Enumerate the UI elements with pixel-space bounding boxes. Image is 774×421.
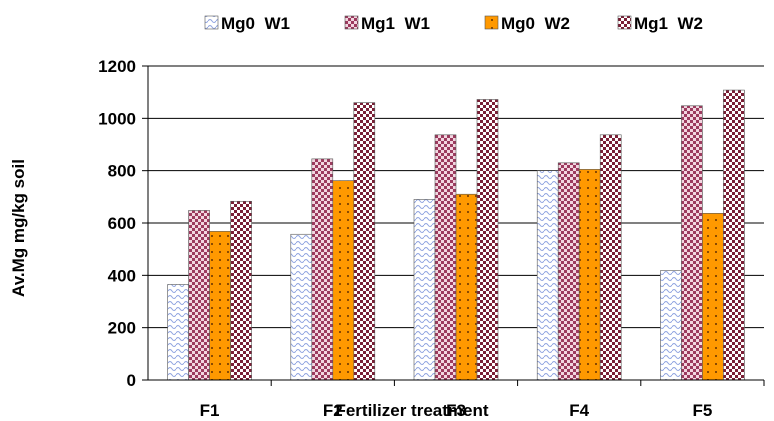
bars [167, 89, 745, 381]
bar [311, 158, 334, 381]
x-tick-label: F5 [692, 401, 712, 420]
legend-swatch [204, 15, 219, 30]
y-tick-label: 200 [108, 319, 136, 338]
bar [353, 102, 376, 381]
y-tick-labels: 0 200 400 600 800 1000 1200 [98, 57, 136, 390]
x-tick-labels: F1 F2 F3 F4 F5 [200, 401, 713, 420]
bar [230, 200, 252, 381]
y-tick-label: 800 [108, 162, 136, 181]
bar [455, 193, 478, 381]
x-tick-label: F4 [569, 401, 589, 420]
bar [476, 99, 499, 381]
legend-label: Mg0 W2 [501, 14, 570, 33]
bar [681, 105, 703, 381]
legend-swatch [617, 15, 632, 30]
bar [332, 180, 355, 381]
bar [209, 231, 231, 381]
y-tick-label: 400 [108, 266, 136, 285]
axes [147, 66, 765, 386]
bar [660, 270, 682, 381]
bar [557, 162, 580, 381]
bar [702, 213, 724, 381]
legend-label: Mg0 W1 [221, 14, 290, 33]
legend-label: Mg1 W1 [361, 14, 430, 33]
x-tick-label: F2 [323, 401, 343, 420]
bar [578, 169, 601, 381]
y-tick-label: 1200 [98, 57, 136, 76]
legend-swatch [344, 15, 359, 30]
chart-legend: Mg0 W1 Mg1 W1 Mg0 W2 Mg1 W2 [204, 14, 703, 33]
bar [167, 284, 189, 381]
bar [188, 210, 210, 381]
y-tick-label: 600 [108, 214, 136, 233]
y-axis-title: Av.Mg mg/kg soil [9, 159, 28, 297]
x-tick-label: F1 [200, 401, 220, 420]
bar [413, 199, 436, 381]
bar [434, 134, 457, 381]
x-axis-title: Fertilizer treatment [335, 401, 488, 420]
bar [290, 233, 313, 381]
bar [723, 89, 745, 381]
legend-swatch [484, 15, 499, 30]
bar [536, 170, 559, 381]
y-tick-label: 1000 [98, 109, 136, 128]
y-tick-label: 0 [127, 371, 136, 390]
x-tick-label: F3 [446, 401, 466, 420]
legend-label: Mg1 W2 [634, 14, 703, 33]
bar [599, 134, 622, 381]
